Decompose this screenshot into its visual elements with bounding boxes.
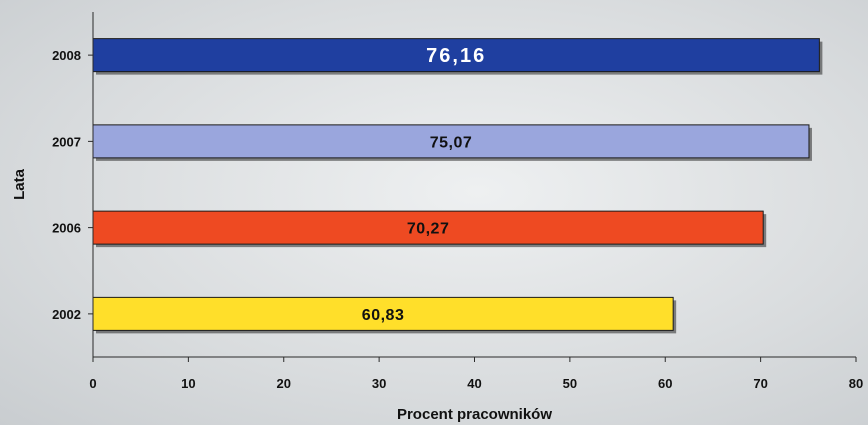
bar-2002	[92, 296, 674, 331]
x-tick-label: 50	[563, 376, 577, 391]
x-tick-label: 10	[181, 376, 195, 391]
y-tick-label: 2008	[52, 48, 81, 63]
x-tick-label: 30	[372, 376, 386, 391]
x-tick-label: 0	[89, 376, 96, 391]
bar-value-label: 75,07	[430, 134, 473, 151]
bar-value-label: 70,27	[407, 221, 450, 238]
bar-value-label: 76,16	[426, 45, 486, 67]
y-tick-label: 2006	[52, 221, 81, 236]
bar-2006	[92, 210, 764, 245]
y-tick-label: 2002	[52, 307, 81, 322]
bar-value-label: 60,83	[362, 307, 405, 324]
x-axis-title: Procent pracowników	[397, 406, 552, 423]
y-axis-title: Lata	[11, 168, 28, 200]
x-tick-label: 20	[277, 376, 291, 391]
y-tick-label: 2007	[52, 134, 81, 149]
x-tick-label: 40	[467, 376, 481, 391]
x-tick-label: 60	[658, 376, 672, 391]
x-tick-label: 80	[849, 376, 863, 391]
x-tick-label: 70	[753, 376, 767, 391]
bar-2008	[92, 38, 820, 73]
bar-2007	[92, 124, 810, 159]
